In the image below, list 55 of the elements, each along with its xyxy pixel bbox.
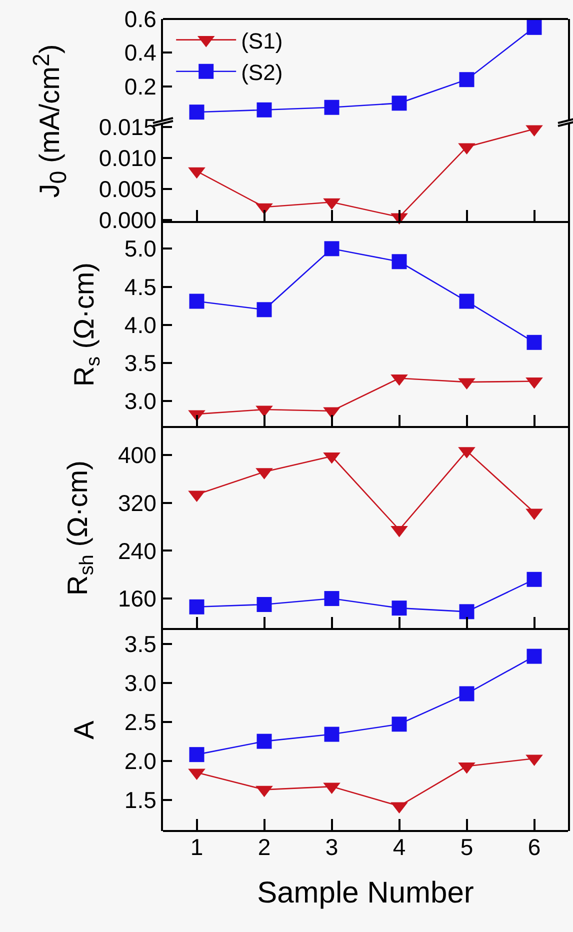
y-tick-label: 0.2 bbox=[124, 73, 156, 100]
point bbox=[459, 686, 474, 702]
x-tick-label: 4 bbox=[392, 834, 406, 860]
point bbox=[189, 294, 204, 309]
y-tick-label: 2.0 bbox=[124, 748, 156, 774]
x-tick-label: 1 bbox=[190, 834, 204, 860]
point bbox=[324, 241, 340, 256]
point bbox=[392, 254, 407, 270]
y-tick-label: 320 bbox=[118, 490, 156, 516]
y-tick-label: 2.5 bbox=[124, 708, 156, 735]
y-tick-label: 0.000 bbox=[98, 207, 156, 234]
y-tick-label: 400 bbox=[118, 442, 156, 468]
point bbox=[324, 726, 340, 742]
point bbox=[324, 100, 340, 115]
point bbox=[526, 648, 542, 664]
x-tick-label: 3 bbox=[325, 834, 338, 860]
point bbox=[189, 747, 204, 762]
y-tick-label: 160 bbox=[118, 586, 156, 612]
point bbox=[459, 294, 474, 309]
point bbox=[324, 591, 340, 606]
y-axis-title: A bbox=[68, 720, 100, 740]
legend-label: (S2) bbox=[241, 60, 283, 85]
point bbox=[526, 572, 542, 587]
point bbox=[256, 102, 272, 118]
y-tick-label: 3.5 bbox=[124, 350, 156, 376]
y-tick-label: 1.5 bbox=[124, 786, 156, 813]
y-tick-label: 3.0 bbox=[124, 388, 156, 414]
point bbox=[256, 734, 272, 749]
y-tick-label: 3.0 bbox=[124, 670, 156, 696]
point bbox=[392, 600, 407, 616]
y-tick-label: 3.5 bbox=[124, 630, 156, 657]
x-tick-label: 5 bbox=[460, 834, 474, 860]
point bbox=[459, 604, 474, 620]
point bbox=[189, 599, 204, 614]
y-tick-label: 0.015 bbox=[98, 114, 156, 140]
y-tick-label: 4.0 bbox=[124, 312, 156, 338]
y-tick-label: 0.4 bbox=[124, 40, 157, 66]
y-tick-label: 5.0 bbox=[124, 236, 156, 262]
y-tick-label: 0.005 bbox=[98, 176, 156, 202]
point bbox=[392, 96, 407, 111]
y-tick-label: 240 bbox=[118, 538, 156, 564]
point bbox=[526, 334, 542, 350]
x-tick-label: 2 bbox=[258, 834, 271, 860]
x-tick-label: 6 bbox=[528, 834, 541, 860]
point bbox=[392, 716, 407, 732]
point bbox=[256, 302, 272, 318]
y-tick-label: 4.5 bbox=[124, 274, 156, 300]
y-tick-label: 0.010 bbox=[98, 145, 156, 172]
y-tick-label: 0.6 bbox=[124, 6, 156, 32]
point bbox=[256, 597, 272, 612]
point bbox=[189, 104, 204, 120]
legend-label: (S1) bbox=[241, 28, 283, 54]
point bbox=[526, 20, 542, 35]
x-axis-title: Sample Number bbox=[257, 876, 474, 910]
point bbox=[459, 72, 474, 88]
